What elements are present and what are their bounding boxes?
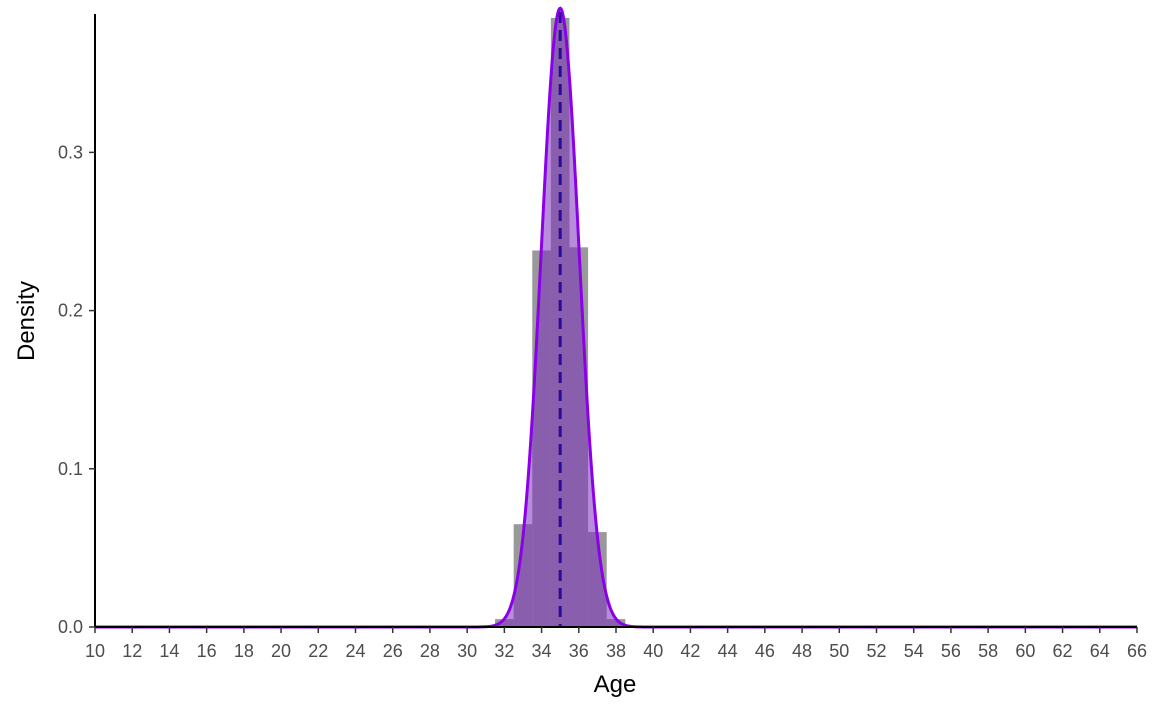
- x-tick-label-28: 28: [420, 641, 440, 661]
- x-tick-label-64: 64: [1090, 641, 1110, 661]
- x-tick-label-44: 44: [718, 641, 738, 661]
- x-tick-label-52: 52: [866, 641, 886, 661]
- density-curve: [95, 6, 1137, 629]
- x-tick-label-54: 54: [904, 641, 924, 661]
- x-axis-ticks: 10 12 14 16 18 20 22 24 26 28 30 32 34 36 38 40 42 44 46 48…: [85, 627, 1147, 661]
- x-tick-label-46: 46: [755, 641, 775, 661]
- x-tick-label-62: 62: [1053, 641, 1073, 661]
- x-tick-label-66: 66: [1127, 641, 1147, 661]
- x-tick-label-48: 48: [792, 641, 812, 661]
- x-tick-label-14: 14: [159, 641, 179, 661]
- x-tick-label-12: 12: [122, 641, 142, 661]
- x-tick-label-20: 20: [271, 641, 291, 661]
- x-tick-label-58: 58: [978, 641, 998, 661]
- y-tick-label-1: 0.1: [58, 459, 83, 479]
- x-tick-label-42: 42: [680, 641, 700, 661]
- x-tick-label-10: 10: [85, 641, 105, 661]
- y-tick-label-2: 0.2: [58, 301, 83, 321]
- x-tick-label-34: 34: [532, 641, 552, 661]
- x-tick-label-26: 26: [383, 641, 403, 661]
- x-axis-title: Age: [594, 671, 637, 698]
- density-area: [95, 8, 1137, 627]
- x-tick-label-60: 60: [1015, 641, 1035, 661]
- x-tick-label-36: 36: [569, 641, 589, 661]
- x-tick-label-22: 22: [308, 641, 328, 661]
- x-tick-label-40: 40: [643, 641, 663, 661]
- x-tick-label-18: 18: [234, 641, 254, 661]
- y-axis-ticks: 0.0 0.1 0.2 0.3: [58, 142, 95, 637]
- y-axis-title: Density: [13, 281, 40, 361]
- x-tick-label-32: 32: [494, 641, 514, 661]
- x-tick-label-16: 16: [197, 641, 217, 661]
- x-tick-label-38: 38: [606, 641, 626, 661]
- x-tick-label-24: 24: [345, 641, 365, 661]
- x-tick-label-30: 30: [457, 641, 477, 661]
- y-tick-label-3: 0.3: [58, 142, 83, 162]
- x-tick-label-50: 50: [829, 641, 849, 661]
- y-tick-label-0: 0.0: [58, 617, 83, 637]
- x-tick-label-56: 56: [941, 641, 961, 661]
